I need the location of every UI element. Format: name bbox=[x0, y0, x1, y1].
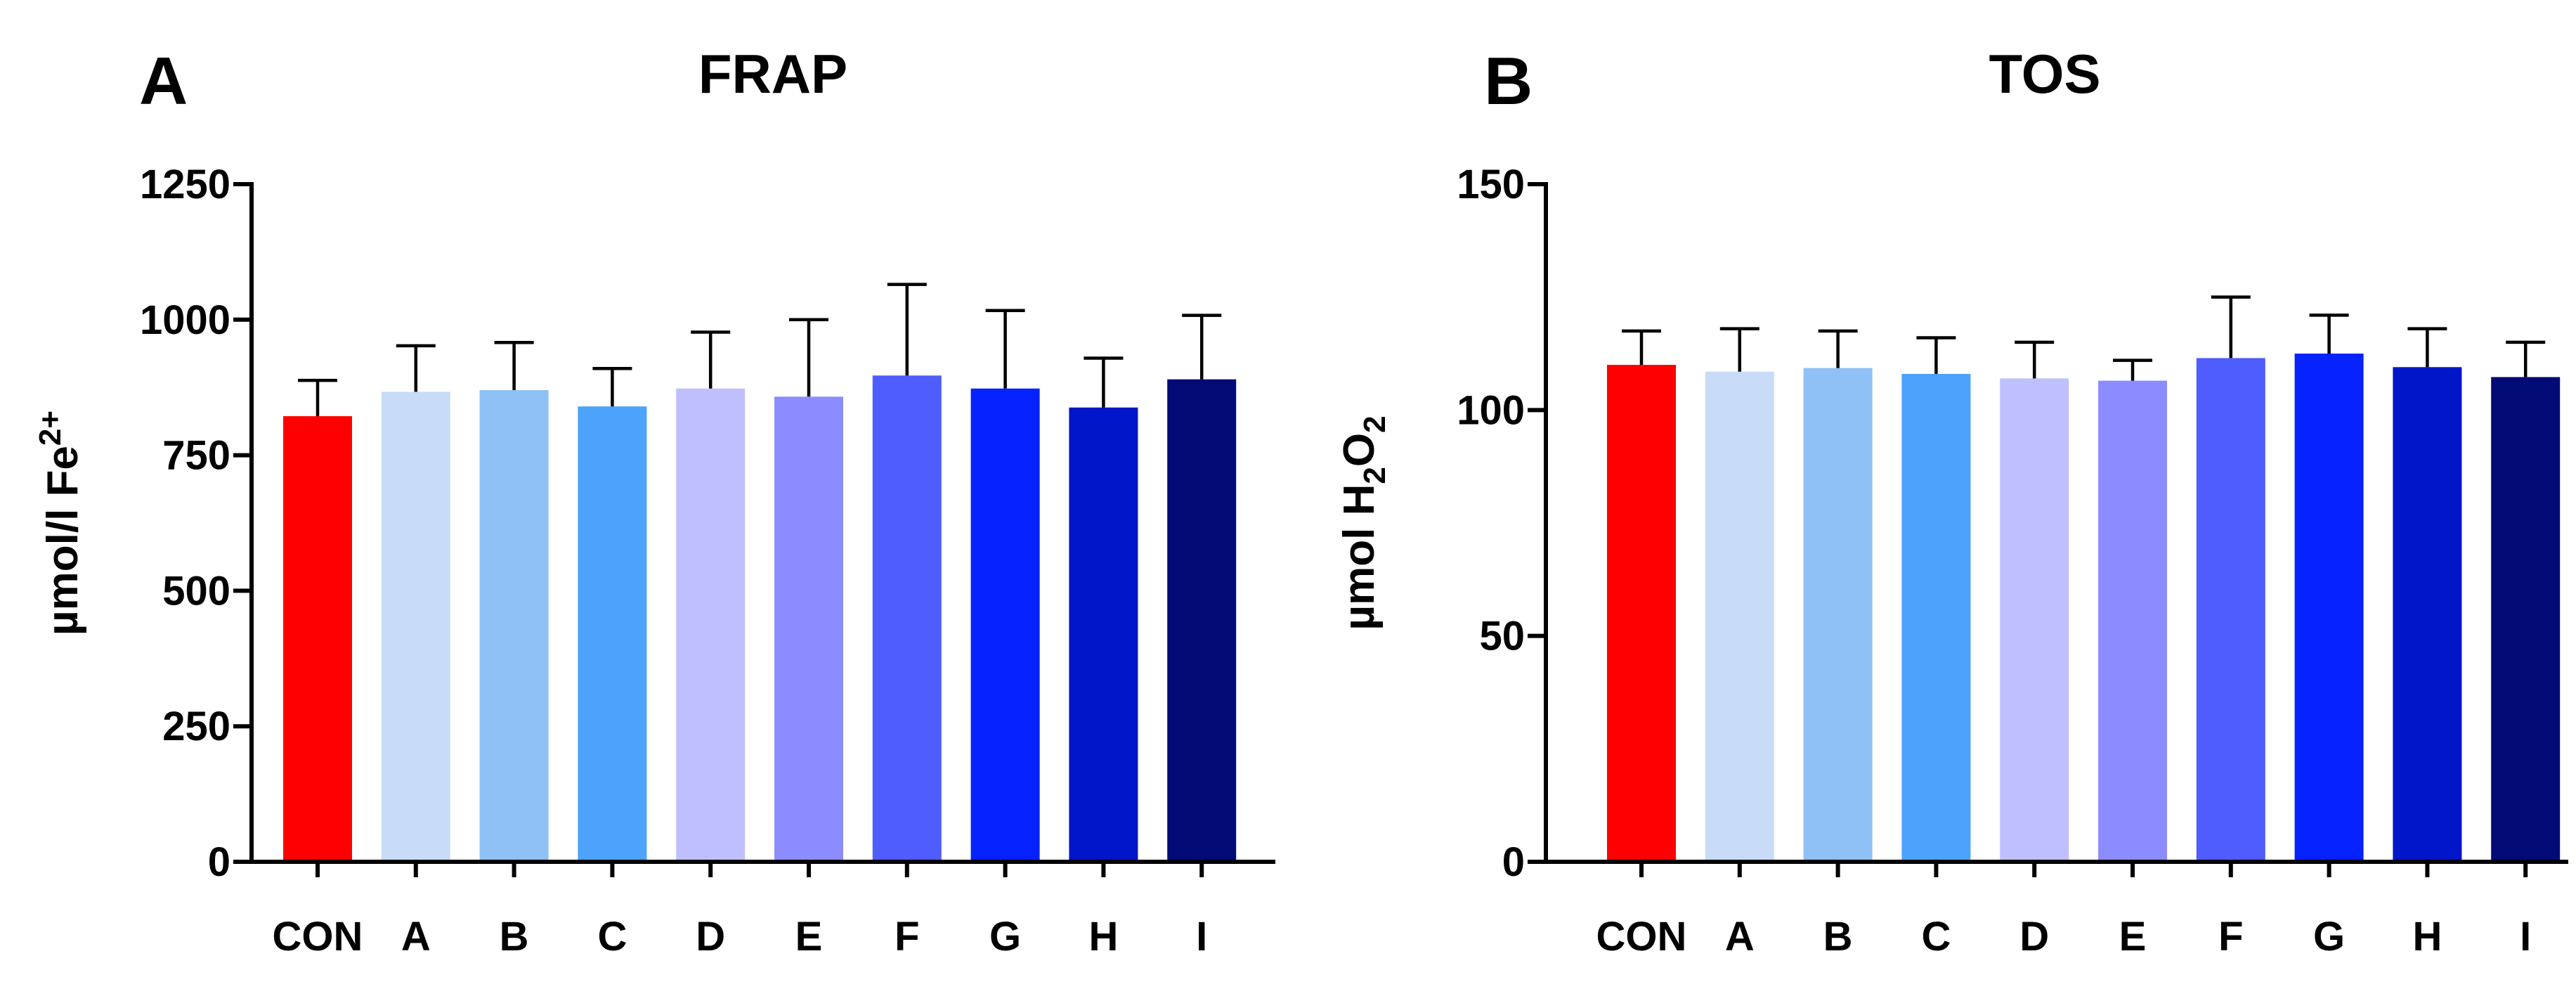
x-tick-label-frap-f: F bbox=[895, 914, 919, 960]
chart-title-frap: FRAP bbox=[698, 43, 847, 105]
bar-tos-e bbox=[2098, 380, 2167, 862]
bar-tos-d bbox=[2000, 378, 2069, 862]
error-bar-tos-e bbox=[2113, 358, 2152, 381]
x-tick-label-frap-d: D bbox=[696, 914, 725, 960]
x-tick-label-tos-a: A bbox=[1725, 914, 1755, 960]
x-tick-label-frap-i: I bbox=[1196, 914, 1207, 960]
bar-tos-g bbox=[2294, 354, 2364, 862]
bar-tos-f bbox=[2196, 358, 2265, 863]
y-tick-label-frap-1000: 1000 bbox=[140, 297, 230, 343]
bar-frap-b bbox=[479, 390, 549, 862]
panel-letter-a: A bbox=[139, 44, 188, 119]
bar-frap-con bbox=[283, 416, 352, 862]
error-bar-frap-c bbox=[592, 366, 632, 407]
bar-tos-b bbox=[1803, 368, 1873, 862]
x-tick-label-frap-b: B bbox=[500, 914, 529, 960]
x-tick-label-frap-a: A bbox=[401, 914, 431, 960]
bar-frap-f bbox=[872, 375, 942, 862]
bar-tos-a bbox=[1705, 371, 1774, 862]
x-tick-label-tos-f: F bbox=[2218, 914, 2243, 960]
error-bar-frap-a bbox=[396, 344, 436, 392]
y-tick-label-tos-100: 100 bbox=[1457, 387, 1525, 433]
bar-frap-c bbox=[578, 406, 647, 862]
bar-frap-i bbox=[1167, 379, 1237, 862]
error-bar-tos-g bbox=[2309, 314, 2349, 354]
error-bar-tos-i bbox=[2506, 340, 2546, 377]
y-tick-label-frap-250: 250 bbox=[162, 704, 230, 749]
error-bar-frap-con bbox=[298, 378, 337, 417]
error-bar-tos-f bbox=[2211, 295, 2251, 358]
y-tick-label-frap-500: 500 bbox=[162, 568, 230, 614]
bar-tos-h bbox=[2393, 367, 2462, 862]
y-axis-label-frap: µmol/l Fe2+ bbox=[33, 411, 87, 635]
bar-frap-g bbox=[970, 388, 1040, 862]
y-axis-label-tos: µmol H2O2 bbox=[1335, 415, 1392, 630]
y-tick-label-tos-0: 0 bbox=[1502, 839, 1525, 885]
x-tick-label-frap-g: G bbox=[989, 914, 1021, 960]
error-bar-frap-e bbox=[789, 318, 828, 397]
x-tick-label-frap-h: H bbox=[1088, 914, 1118, 960]
error-bar-frap-f bbox=[887, 283, 927, 376]
error-bar-tos-c bbox=[1916, 336, 1956, 374]
y-tick-label-frap-1250: 1250 bbox=[140, 162, 230, 207]
error-bar-frap-g bbox=[985, 309, 1025, 389]
x-tick-label-tos-i: I bbox=[2520, 914, 2531, 960]
y-tick-label-tos-150: 150 bbox=[1457, 162, 1525, 207]
error-bar-tos-h bbox=[2407, 327, 2447, 368]
bar-tos-con bbox=[1607, 365, 1676, 862]
chart-title-tos: TOS bbox=[1989, 43, 2101, 105]
chart-panel-frap: A FRAP CON A B C D E F G H I 0 250 500 750 1000 1250 µmol/… bbox=[33, 43, 1275, 960]
error-bar-tos-con bbox=[1622, 329, 1661, 366]
x-tick-label-tos-e: E bbox=[2119, 914, 2147, 960]
error-bar-tos-d bbox=[2015, 340, 2055, 379]
x-tick-label-tos-d: D bbox=[2019, 914, 2049, 960]
error-bar-frap-b bbox=[494, 340, 534, 391]
error-bar-frap-i bbox=[1182, 314, 1222, 380]
bar-frap-e bbox=[774, 396, 843, 862]
bar-frap-h bbox=[1069, 407, 1138, 862]
bar-frap-a bbox=[381, 392, 450, 862]
error-bar-frap-h bbox=[1084, 356, 1124, 408]
y-tick-label-frap-0: 0 bbox=[208, 839, 230, 885]
y-tick-label-tos-50: 50 bbox=[1479, 614, 1525, 659]
y-tick-label-frap-750: 750 bbox=[162, 433, 230, 479]
error-bar-frap-d bbox=[691, 330, 731, 389]
x-tick-label-tos-h: H bbox=[2412, 914, 2442, 960]
bar-tos-i bbox=[2491, 377, 2561, 862]
error-bar-tos-b bbox=[1818, 329, 1858, 368]
x-tick-label-tos-b: B bbox=[1823, 914, 1853, 960]
x-tick-label-tos-c: C bbox=[1921, 914, 1951, 960]
x-tick-label-frap-c: C bbox=[597, 914, 627, 960]
panel-letter-b: B bbox=[1484, 44, 1533, 119]
x-tick-label-frap-e: E bbox=[795, 914, 823, 960]
x-tick-label-tos-con: CON bbox=[1596, 914, 1687, 960]
x-tick-label-frap-con: CON bbox=[273, 914, 363, 960]
x-tick-label-tos-g: G bbox=[2313, 914, 2345, 960]
bar-frap-d bbox=[676, 388, 746, 862]
chart-panel-tos: B TOS CON A B C D E F G H I 0 50 100 150 µmol H2O2 bbox=[1335, 43, 2568, 960]
bar-tos-c bbox=[1901, 373, 1971, 862]
error-bar-tos-a bbox=[1719, 327, 1759, 372]
